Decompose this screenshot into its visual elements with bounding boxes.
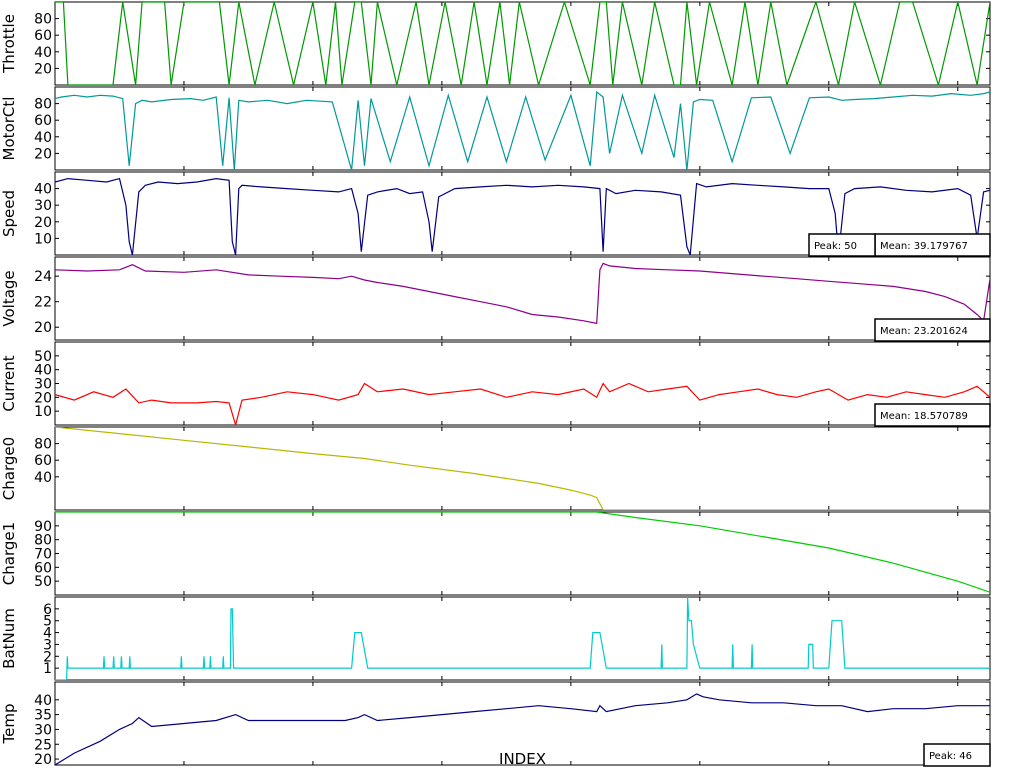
y-axis-label: MotorCtl — [0, 97, 18, 161]
y-tick-label: 35 — [34, 708, 52, 724]
y-tick-label: 40 — [34, 182, 52, 198]
y-tick-label: 3 — [43, 637, 52, 653]
y-tick-label: 2 — [43, 649, 52, 665]
y-tick-label: 80 — [34, 97, 52, 113]
y-tick-label: 20 — [34, 320, 52, 336]
series-line-motorctl — [55, 90, 990, 170]
y-tick-label: 20 — [34, 215, 52, 231]
stat-box — [808, 233, 876, 257]
y-tick-label: 60 — [34, 453, 52, 469]
series-line-throttle — [55, 2, 990, 85]
y-tick-label: 90 — [34, 519, 52, 535]
y-tick-label: 40 — [34, 363, 52, 379]
y-tick-label: 20 — [34, 61, 52, 77]
y-tick-label: 40 — [34, 470, 52, 486]
series-line-charge1 — [55, 512, 990, 593]
y-tick-label: 20 — [34, 752, 52, 768]
y-axis-label: Charge0 — [0, 437, 18, 500]
y-tick-label: 22 — [34, 295, 52, 311]
panel-frame — [54, 256, 991, 341]
y-tick-label: 60 — [34, 560, 52, 576]
stat-label: Mean: 23.201624 — [880, 326, 968, 337]
y-axis-label: Temp — [0, 704, 18, 745]
y-tick-label: 6 — [43, 602, 52, 618]
stat-box — [923, 743, 991, 767]
stat-box — [874, 403, 991, 427]
stat-label: Mean: 18.570789 — [880, 411, 968, 422]
panel-frame — [54, 681, 991, 766]
y-axis-label: Throttle — [0, 14, 18, 74]
y-tick-label: 20 — [34, 390, 52, 406]
x-axis-label: INDEX — [499, 750, 546, 768]
series-line-charge0 — [55, 427, 990, 510]
series-line-current — [55, 382, 990, 425]
y-axis-label: BatNum — [0, 608, 18, 669]
y-tick-label: 60 — [34, 113, 52, 129]
y-tick-label: 50 — [34, 574, 52, 590]
y-tick-label: 80 — [34, 12, 52, 28]
y-tick-label: 25 — [34, 737, 52, 753]
y-tick-label: 1 — [43, 661, 52, 677]
stat-label: Peak: 46 — [929, 751, 972, 762]
y-tick-label: 60 — [34, 28, 52, 44]
y-tick-label: 50 — [34, 349, 52, 365]
y-axis-label: Charge1 — [0, 522, 18, 585]
y-tick-label: 40 — [34, 45, 52, 61]
panel-frame — [54, 341, 991, 426]
panel-frame — [54, 86, 991, 171]
y-tick-label: 80 — [34, 533, 52, 549]
panel-voltage: 20 22 24 Voltage Mean: 23.201624 — [0, 256, 991, 342]
series-line-batnum — [55, 597, 990, 680]
y-tick-label: 20 — [34, 146, 52, 162]
y-axis-label: Current — [0, 355, 18, 411]
y-tick-label: 10 — [34, 404, 52, 420]
y-tick-label: 10 — [34, 231, 52, 247]
y-tick-label: 30 — [34, 377, 52, 393]
series-line-voltage — [55, 262, 990, 325]
stat-box — [874, 318, 991, 342]
y-tick-label: 40 — [34, 130, 52, 146]
y-tick-label: 30 — [34, 722, 52, 738]
y-tick-label: 30 — [34, 198, 52, 214]
panel-frame — [54, 426, 991, 511]
y-axis-label: Speed — [0, 190, 18, 237]
y-tick-label: 4 — [43, 626, 52, 642]
series-line-temp — [55, 693, 990, 765]
y-axis-label: Voltage — [0, 270, 18, 326]
stat-label: Mean: 39.179767 — [880, 241, 968, 252]
y-tick-label: 70 — [34, 547, 52, 563]
y-tick-label: 24 — [34, 269, 52, 285]
y-tick-label: 80 — [34, 437, 52, 453]
y-tick-label: 5 — [43, 614, 52, 630]
stat-label: Peak: 50 — [814, 241, 857, 252]
y-tick-label: 40 — [34, 693, 52, 709]
series-line-speed — [55, 177, 990, 255]
